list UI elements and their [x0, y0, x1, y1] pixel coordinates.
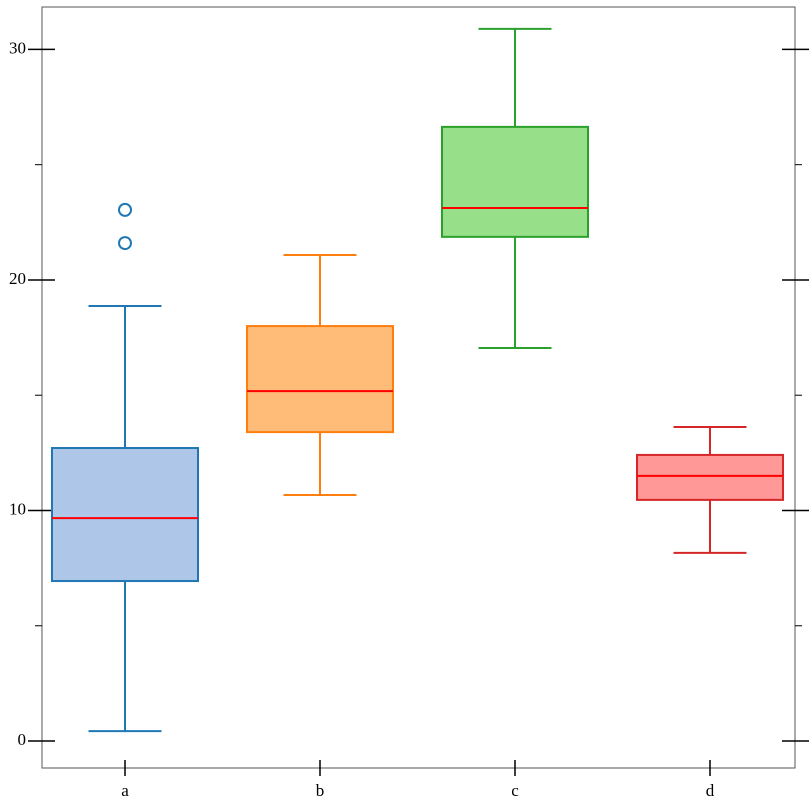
y-tick-label: 10: [9, 499, 26, 518]
y-tick-label: 30: [9, 38, 26, 57]
outlier: [118, 236, 132, 251]
box: [246, 325, 394, 434]
x-tick-label: b: [316, 781, 325, 800]
x-tick-label: d: [706, 781, 715, 800]
box: [636, 453, 784, 501]
x-tick-label: c: [511, 781, 519, 800]
y-tick-label: 0: [18, 730, 27, 749]
plot-frame: [41, 6, 796, 769]
outlier: [118, 202, 132, 217]
box: [51, 447, 199, 583]
y-tick-label: 20: [9, 269, 26, 288]
x-tick-label: a: [121, 781, 129, 800]
box: [441, 125, 589, 238]
